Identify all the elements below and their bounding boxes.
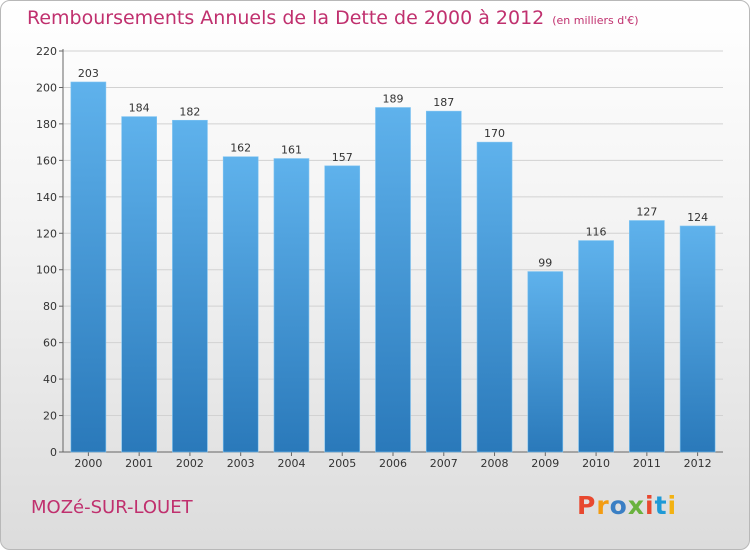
bar-2009 xyxy=(527,271,564,453)
y-tick-label: 140 xyxy=(36,191,57,204)
value-label-2010: 116 xyxy=(586,226,607,239)
logo-letter: o xyxy=(609,491,628,520)
x-tick-label-2000: 2000 xyxy=(74,457,102,470)
value-label-2009: 99 xyxy=(538,257,552,270)
logo-letter: i xyxy=(645,491,655,520)
y-tick-label: 0 xyxy=(50,446,57,459)
y-tick-label: 180 xyxy=(36,118,57,131)
logo-letter: i xyxy=(667,491,678,520)
bars xyxy=(70,81,716,453)
y-tick-label: 220 xyxy=(36,45,57,58)
value-label-2000: 203 xyxy=(78,67,99,80)
logo-letter: x xyxy=(627,491,645,520)
y-tick-label: 120 xyxy=(36,227,57,240)
chart-subtitle: (en milliers d'€) xyxy=(552,14,639,27)
y-tick-label: 60 xyxy=(43,337,57,350)
value-label-2008: 170 xyxy=(484,127,505,140)
x-tick-label-2008: 2008 xyxy=(481,457,509,470)
y-tick-label: 100 xyxy=(36,264,57,277)
x-tick-label-2011: 2011 xyxy=(633,457,661,470)
x-tick-label-2005: 2005 xyxy=(328,457,356,470)
value-label-2004: 161 xyxy=(281,144,302,157)
x-tick-label-2007: 2007 xyxy=(430,457,458,470)
bar-2012 xyxy=(679,225,716,453)
value-label-2011: 127 xyxy=(636,206,657,219)
proxiti-logo: Proxiti xyxy=(577,491,677,520)
bar-2008 xyxy=(476,141,513,453)
chart-title: Remboursements Annuels de la Dette de 20… xyxy=(27,7,639,29)
value-label-2006: 189 xyxy=(383,93,404,106)
x-tick-label-2009: 2009 xyxy=(531,457,559,470)
bar-2001 xyxy=(121,116,157,453)
logo-letter: t xyxy=(654,491,668,520)
bar-2003 xyxy=(222,156,259,453)
y-tick-label: 160 xyxy=(36,154,57,167)
x-tick-label-2002: 2002 xyxy=(176,457,204,470)
y-tick-label: 20 xyxy=(43,410,57,423)
value-label-2012: 124 xyxy=(687,211,708,224)
bar-2000 xyxy=(70,81,107,453)
bar-2005 xyxy=(324,165,361,453)
value-label-2003: 162 xyxy=(230,142,251,155)
value-label-2005: 157 xyxy=(332,151,353,164)
bar-2010 xyxy=(578,240,614,453)
x-tick-label-2006: 2006 xyxy=(379,457,407,470)
value-label-2001: 184 xyxy=(129,102,150,115)
x-tick-label-2001: 2001 xyxy=(125,457,153,470)
bar-2002 xyxy=(172,119,208,453)
labels: 0 20 40 60 80 100 120 140 160 180 200 220 203 2000 184… xyxy=(36,45,712,470)
value-label-2002: 182 xyxy=(179,105,200,118)
logo-letter: P xyxy=(577,491,597,520)
bar-2004 xyxy=(273,158,310,453)
x-tick-label-2012: 2012 xyxy=(684,457,712,470)
title-text: Remboursements Annuels de la Dette de 20… xyxy=(27,7,545,29)
bar-2006 xyxy=(375,107,411,453)
commune-name: MOZé-SUR-LOUET xyxy=(31,497,193,518)
bar-2007 xyxy=(425,110,462,453)
x-tick-label-2010: 2010 xyxy=(582,457,610,470)
bar-2011 xyxy=(629,220,665,453)
y-tick-label: 200 xyxy=(36,81,57,94)
y-tick-label: 80 xyxy=(43,300,57,313)
x-tick-label-2004: 2004 xyxy=(277,457,305,470)
x-tick-label-2003: 2003 xyxy=(227,457,255,470)
y-tick-label: 40 xyxy=(43,373,57,386)
value-label-2007: 187 xyxy=(433,96,454,109)
logo-letter: r xyxy=(596,491,610,520)
